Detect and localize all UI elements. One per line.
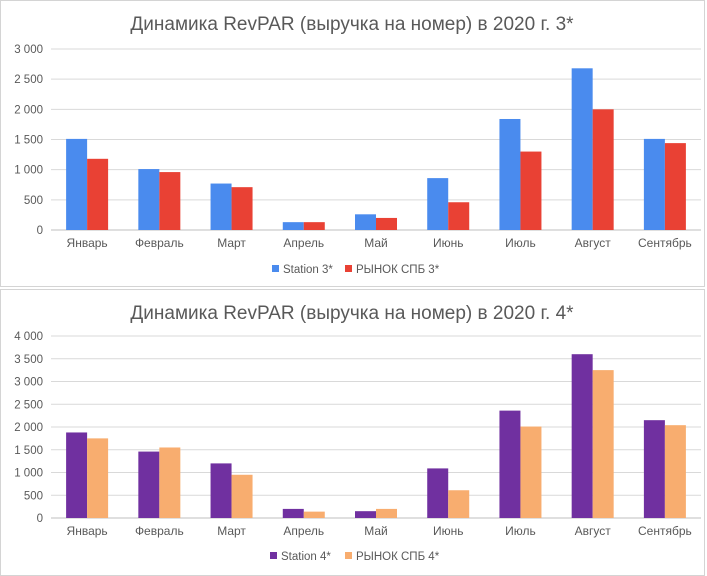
bar-station xyxy=(355,511,376,518)
bar-market xyxy=(592,109,614,230)
bar-market xyxy=(520,151,542,230)
chart-panel-4star: Динамика RevPAR (выручка на номер) в 202… xyxy=(0,289,705,576)
x-axis-labels: Январь Февраль Март Апрель Май Июнь Июль Август… xyxy=(67,236,692,250)
x-category-label: Февраль xyxy=(135,524,184,538)
x-category-label: Август xyxy=(575,236,612,250)
legend: Station 4* РЫНОК СПБ 4* xyxy=(270,551,440,563)
bar-market xyxy=(87,438,109,518)
x-category-label: Май xyxy=(364,236,388,250)
bar-station xyxy=(499,410,521,518)
x-category-label: Март xyxy=(217,236,246,250)
bar-market xyxy=(231,187,253,230)
x-category-label: Апрель xyxy=(283,524,324,538)
legend-swatch-series-1 xyxy=(272,265,279,272)
y-tick-label: 3 000 xyxy=(14,44,43,56)
bar-station xyxy=(571,354,593,518)
chart-title: Динамика RevPAR (выручка на номер) в 202… xyxy=(130,14,574,35)
bar-market xyxy=(664,425,686,518)
y-tick-label: 3 000 xyxy=(14,377,43,389)
chart-3star: Динамика RevPAR (выручка на номер) в 202… xyxy=(14,14,701,276)
bar-market xyxy=(376,508,397,518)
y-tick-label: 4 000 xyxy=(14,331,43,343)
bar-station xyxy=(427,468,449,518)
bar-station xyxy=(210,463,232,518)
y-axis-ticks: 0 500 1 000 1 500 2 000 2 500 3 000 xyxy=(14,44,43,237)
bar-market xyxy=(159,172,181,230)
bar-market xyxy=(303,222,325,230)
bar-station xyxy=(66,432,88,518)
y-tick-label: 0 xyxy=(37,513,43,525)
bar-station xyxy=(643,138,665,230)
legend-swatch-series-2 xyxy=(345,552,352,559)
bar-station xyxy=(282,508,304,518)
x-category-label: Март xyxy=(217,524,246,538)
bars xyxy=(66,68,686,230)
y-tick-label: 2 000 xyxy=(14,104,43,116)
bar-station xyxy=(355,214,376,230)
y-axis-ticks: 0 500 1 000 1 500 2 000 2 500 3 000 3 500 4 000 xyxy=(14,331,43,525)
legend-label-series-2: РЫНОК СПБ 3* xyxy=(356,264,440,276)
y-tick-label: 3 500 xyxy=(14,354,43,366)
y-tick-label: 500 xyxy=(24,490,43,502)
x-category-label: Август xyxy=(575,524,612,538)
bar-station xyxy=(66,138,88,230)
x-category-label: Сентябрь xyxy=(638,236,692,250)
legend-swatch-series-1 xyxy=(270,552,277,559)
x-category-label: Январь xyxy=(67,524,108,538)
bar-station xyxy=(499,118,521,230)
y-tick-label: 0 xyxy=(37,225,43,237)
bar-station xyxy=(427,178,449,230)
bar-market xyxy=(87,158,109,230)
bar-station xyxy=(138,451,160,518)
bar-station xyxy=(210,183,232,230)
legend-swatch-series-2 xyxy=(345,265,352,272)
y-tick-label: 1 500 xyxy=(14,135,43,147)
x-category-label: Май xyxy=(364,524,388,538)
x-category-label: Февраль xyxy=(135,236,184,250)
bar-market xyxy=(448,490,470,518)
x-category-label: Сентябрь xyxy=(638,524,692,538)
legend-label-series-2: РЫНОК СПБ 4* xyxy=(356,551,440,563)
legend-label-series-1: Station 4* xyxy=(281,551,331,563)
y-tick-label: 1 500 xyxy=(14,445,43,457)
bar-market xyxy=(231,474,253,518)
bars xyxy=(66,354,686,518)
x-category-label: Апрель xyxy=(283,236,324,250)
bar-market xyxy=(303,511,325,518)
bar-market xyxy=(159,447,181,518)
bar-station xyxy=(138,169,160,230)
x-category-label: Июнь xyxy=(433,236,464,250)
bar-station xyxy=(643,420,665,518)
bar-market xyxy=(376,217,397,230)
bar-market xyxy=(520,426,542,518)
bar-station xyxy=(282,222,304,230)
chart-title: Динамика RevPAR (выручка на номер) в 202… xyxy=(130,303,574,324)
y-tick-label: 2 000 xyxy=(14,422,43,434)
y-tick-label: 2 500 xyxy=(14,399,43,411)
x-category-label: Июль xyxy=(505,236,536,250)
y-tick-label: 2 500 xyxy=(14,74,43,86)
y-tick-label: 1 000 xyxy=(14,165,43,177)
chart-panel-3star: Динамика RevPAR (выручка на номер) в 202… xyxy=(0,0,705,287)
bar-market xyxy=(448,202,470,230)
bar-market xyxy=(592,370,614,518)
y-tick-label: 1 000 xyxy=(14,468,43,480)
bar-market xyxy=(664,143,686,230)
y-tick-label: 500 xyxy=(24,195,43,207)
legend: Station 3* РЫНОК СПБ 3* xyxy=(272,264,440,276)
x-axis-labels: Январь Февраль Март Апрель Май Июнь Июль Август… xyxy=(67,524,692,538)
x-category-label: Июнь xyxy=(433,524,464,538)
chart-4star: Динамика RevPAR (выручка на номер) в 202… xyxy=(14,303,701,563)
legend-label-series-1: Station 3* xyxy=(283,264,333,276)
x-category-label: Январь xyxy=(67,236,108,250)
bar-station xyxy=(571,68,593,230)
x-category-label: Июль xyxy=(505,524,536,538)
